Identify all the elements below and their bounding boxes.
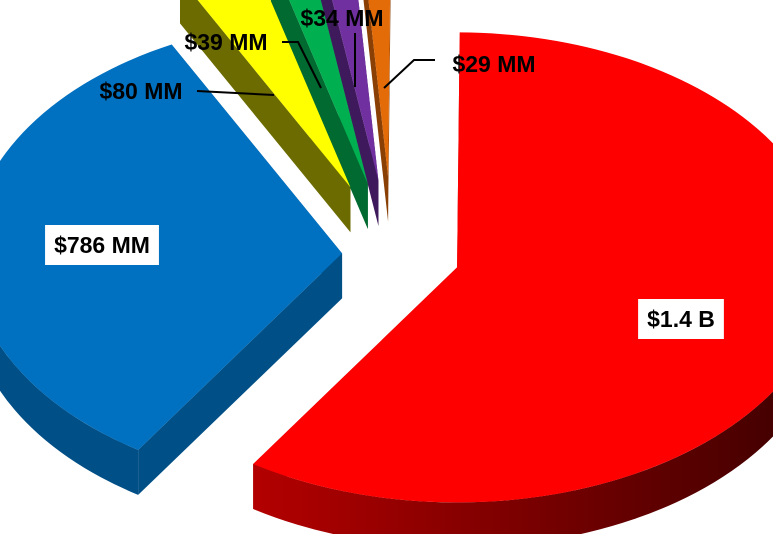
leader-line-6: [383, 59, 435, 89]
data-label-6: $29 MM: [452, 51, 535, 77]
data-label-1: $1.4 B: [647, 306, 715, 332]
data-label-3: $80 MM: [99, 78, 182, 104]
data-label-2-box: [45, 225, 159, 265]
slice-6-wall-1: [363, 0, 389, 222]
slice-4: [289, 0, 368, 184]
data-label-2: $786 MM: [54, 232, 150, 258]
leader-line-3: [196, 90, 275, 96]
pie-labels: $1.4 B $786 MM $80 MM$39 MM $34 MM $29 MM: [45, 5, 724, 339]
slice-2-rim: [0, 345, 139, 495]
slice-1: [253, 32, 773, 503]
slice-4-wall-2: [309, 0, 368, 229]
data-label-1-box: [638, 299, 724, 339]
data-label-5: $34 MM: [300, 5, 383, 31]
slice-3-wall-1: [179, 0, 351, 233]
slice-3: [197, 0, 351, 188]
slice-2: [0, 44, 343, 450]
leader-line-4: [282, 41, 322, 89]
slice-2-wall-1: [138, 253, 343, 495]
slice-6: [368, 0, 391, 177]
data-label-4: $39 MM: [184, 29, 267, 55]
pie-slices: [0, 0, 773, 503]
slice-1-rim: [253, 391, 773, 534]
